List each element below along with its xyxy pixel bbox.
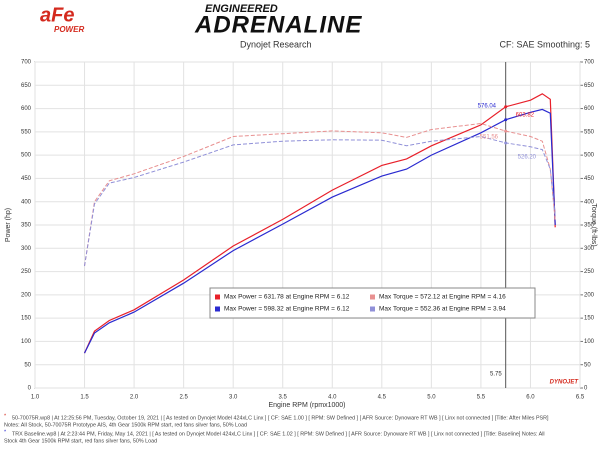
- cursor-readout: 526.20: [518, 155, 537, 161]
- y2-tick-label: 400: [584, 199, 595, 205]
- y2-tick-label: 600: [584, 106, 595, 112]
- y-tick-label: 650: [21, 83, 32, 89]
- x-tick-label: 4.0: [328, 395, 337, 401]
- y2-tick-label: 350: [584, 223, 595, 229]
- run-notes: Stock 4th Gear 1500k RPM start, red fans…: [4, 438, 157, 444]
- y2-tick-label: 450: [584, 176, 595, 182]
- y2-tick-label: 500: [584, 153, 595, 159]
- y-tick-label: 300: [21, 246, 32, 252]
- y2-tick-label: 150: [584, 316, 595, 322]
- y2-axis-label: Torque (ft-lbs): [590, 203, 597, 246]
- x-axis-label: Engine RPM (rpmx1000): [268, 402, 345, 409]
- x-tick-label: 3.5: [279, 395, 288, 401]
- y-tick-label: 550: [21, 129, 32, 135]
- y2-tick-label: 250: [584, 269, 595, 275]
- y-tick-label: 0: [28, 386, 32, 392]
- legend-swatch: [215, 294, 220, 300]
- cursor-point: [504, 141, 508, 145]
- y2-tick-label: 300: [584, 246, 595, 252]
- cursor-label: 5.75: [490, 372, 502, 378]
- brand-top: ENGINEERED: [205, 3, 278, 15]
- logo: aFe: [40, 4, 74, 26]
- y-tick-label: 450: [21, 176, 32, 182]
- y-axis-label: Power (hp): [5, 208, 12, 242]
- cursor-readout: 576.04: [478, 103, 497, 109]
- y-tick-label: 400: [21, 199, 32, 205]
- power-line: [83, 93, 556, 354]
- run-marker: *: [4, 429, 7, 435]
- y-tick-label: 700: [21, 60, 32, 66]
- y-tick-label: 100: [21, 339, 32, 345]
- y2-tick-label: 550: [584, 129, 595, 135]
- x-tick-label: 2.5: [179, 395, 188, 401]
- legend-entry: Max Torque = 572.12 at Engine RPM = 4.16: [379, 294, 506, 301]
- run-marker: *: [4, 413, 7, 419]
- y-tick-label: 500: [21, 153, 32, 159]
- y-tick-label: 350: [21, 223, 32, 229]
- legend-swatch: [370, 294, 375, 300]
- y-tick-label: 200: [21, 292, 32, 298]
- brand: ADRENALINE: [194, 11, 362, 38]
- cursor-readout: 551.56: [480, 135, 499, 141]
- legend-entry: Max Power = 598.32 at Engine RPM = 6.12: [224, 306, 350, 313]
- x-tick-label: 1.5: [80, 395, 89, 401]
- x-tick-label: 1.0: [31, 395, 40, 401]
- cursor-point: [504, 105, 508, 109]
- legend-swatch: [370, 306, 375, 312]
- run-info: TRX Baseline.wp8 | At 2:23:44 PM, Friday…: [12, 431, 545, 437]
- x-tick-label: 6.0: [526, 395, 535, 401]
- power-line: [83, 108, 556, 354]
- y2-tick-label: 200: [584, 292, 595, 298]
- y2-tick-label: 100: [584, 339, 595, 345]
- cursor-point: [504, 129, 508, 133]
- torque-line: [84, 122, 556, 267]
- watermark: DYNOJET: [550, 380, 580, 386]
- source: Dynojet Research: [240, 39, 312, 49]
- y2-tick-label: 50: [584, 362, 591, 368]
- cursor-point: [504, 118, 508, 122]
- footer: * 50-70075R.wp8 | At 12:25:56 PM, Tuesda…: [4, 413, 549, 444]
- y-tick-label: 600: [21, 106, 32, 112]
- y2-tick-label: 0: [584, 386, 588, 392]
- cursor-readout: 603.82: [516, 112, 535, 118]
- x-tick-label: 2.0: [130, 395, 139, 401]
- y-tick-label: 50: [24, 362, 31, 368]
- logo-sub: POWER: [54, 25, 84, 34]
- legend-swatch: [215, 306, 220, 312]
- x-tick-label: 6.5: [576, 395, 585, 401]
- x-tick-label: 4.5: [378, 395, 387, 401]
- y-tick-label: 250: [21, 269, 32, 275]
- torque-line: [84, 135, 556, 267]
- legend-entry: Max Torque = 552.36 at Engine RPM = 3.94: [379, 306, 506, 313]
- y2-tick-label: 650: [584, 83, 595, 89]
- y2-tick-label: 700: [584, 60, 595, 66]
- x-tick-label: 5.5: [477, 395, 486, 401]
- x-tick-label: 3.0: [229, 395, 238, 401]
- x-tick-label: 5.0: [427, 395, 436, 401]
- run-notes: Notes: All Stock, 50-70075R Prototype AI…: [4, 422, 247, 428]
- y-tick-label: 150: [21, 316, 32, 322]
- settings: CF: SAE Smoothing: 5: [499, 39, 590, 49]
- legend-box: [209, 287, 536, 319]
- legend-entry: Max Power = 631.78 at Engine RPM = 6.12: [224, 294, 350, 301]
- run-info: 50-70075R.wp8 | At 12:25:56 PM, Tuesday,…: [12, 415, 549, 421]
